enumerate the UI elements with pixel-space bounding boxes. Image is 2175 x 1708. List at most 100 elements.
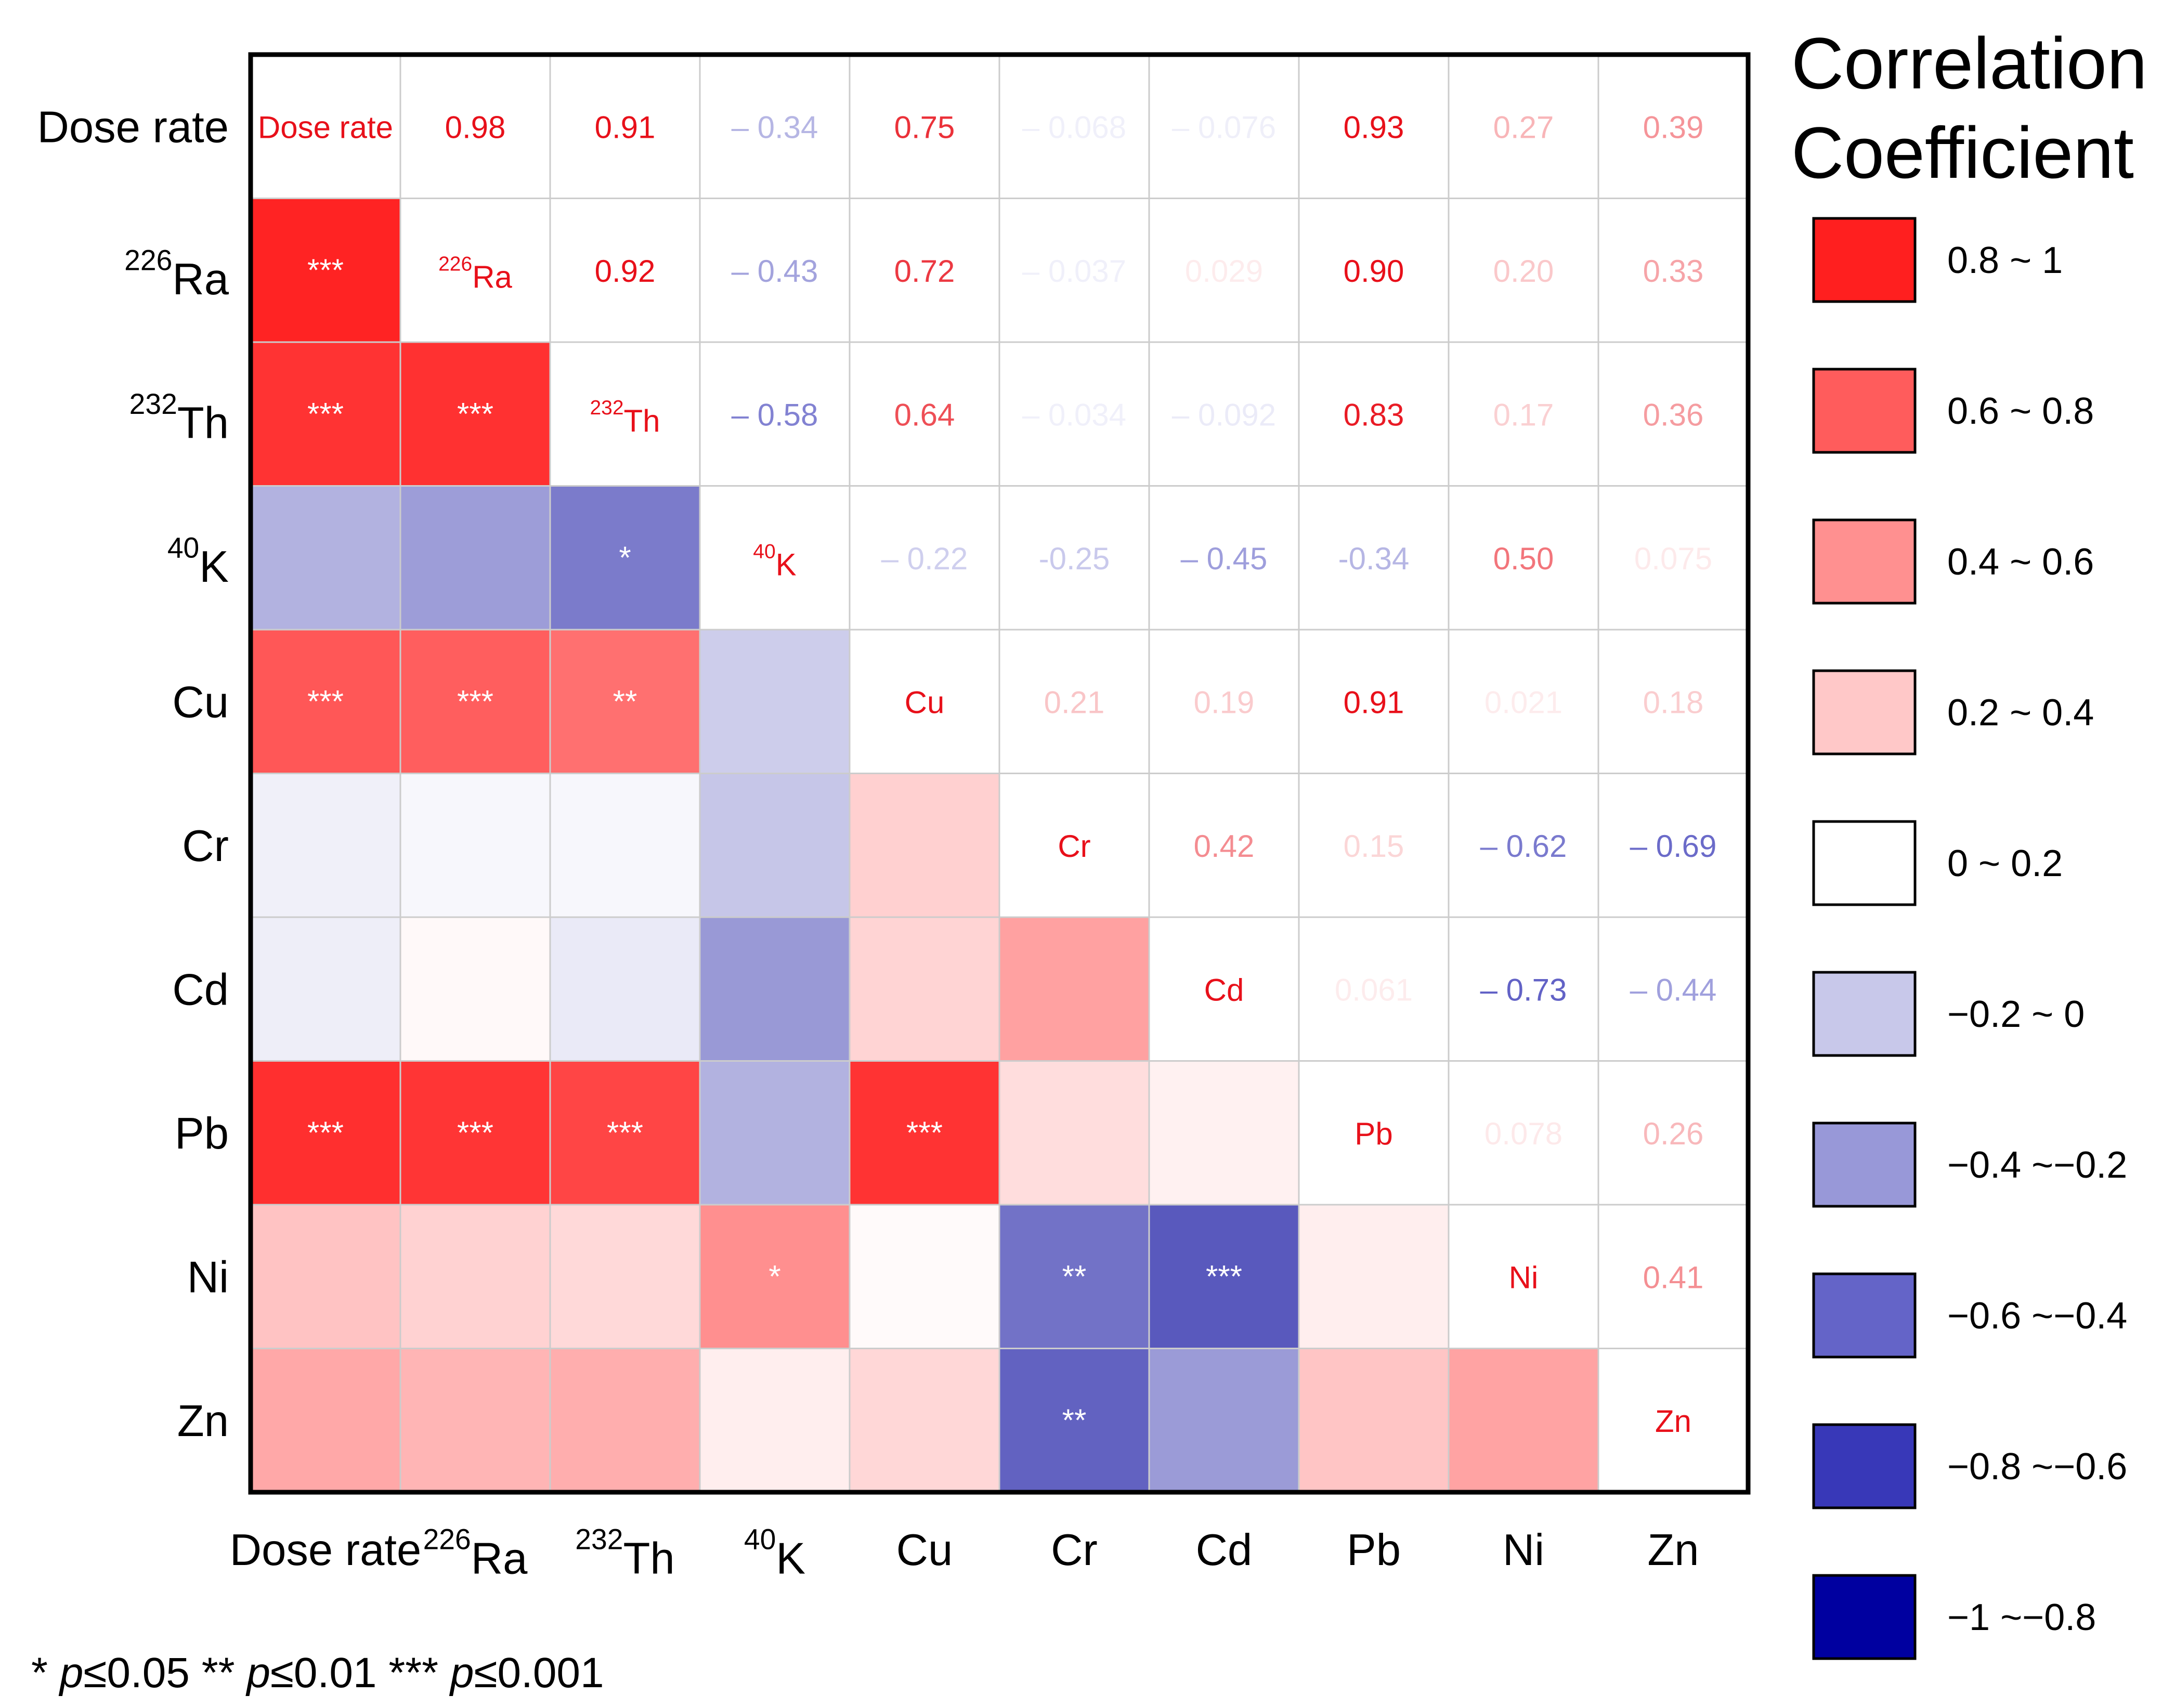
y-tick-label-superscript: 40 <box>167 531 199 564</box>
legend-swatch <box>1812 820 1917 906</box>
heatmap-cell <box>1299 1348 1449 1493</box>
coefficient-label: 0.91 <box>1344 685 1404 720</box>
significance-marker: *** <box>1206 1259 1242 1294</box>
x-tick-label: 232Th <box>575 1523 674 1584</box>
heatmap-cell <box>251 1348 401 1493</box>
heatmap-cell <box>550 630 700 774</box>
y-tick-label-superscript: 226 <box>124 244 172 276</box>
heatmap-cell <box>700 773 850 918</box>
coefficient-label: 0.64 <box>894 397 955 432</box>
coefficient-label: – 0.076 <box>1172 110 1276 145</box>
coefficient-label: 0.36 <box>1643 397 1704 432</box>
x-tick-label-superscript: 40 <box>744 1523 776 1556</box>
heatmap-cell <box>550 773 700 918</box>
coefficient-label: 0.42 <box>1194 829 1255 864</box>
diagonal-label-superscript: 232 <box>590 397 623 419</box>
coefficient-label: – 0.44 <box>1630 972 1717 1007</box>
coefficient-label: 0.021 <box>1484 685 1562 720</box>
heatmap-cell <box>1149 1205 1299 1349</box>
x-tick-label-base: Th <box>623 1534 674 1583</box>
footnote-threshold: ≤0.05 <box>83 1649 201 1697</box>
legend-title: Correlation <box>1791 22 2147 104</box>
x-tick-label: Ni <box>1503 1526 1544 1575</box>
coefficient-label: 0.39 <box>1643 110 1704 145</box>
coefficient-label: – 0.22 <box>881 541 968 576</box>
heatmap-cell <box>700 917 850 1061</box>
y-tick-label: Dose rate <box>37 102 229 152</box>
legend-label: −0.6 ~−0.4 <box>1947 1295 2127 1337</box>
heatmap-cells: Dose rate 0.98 0.91 – 0.34 0.75 – 0.068 – 0.07… <box>251 110 1717 1493</box>
coefficient-label: 0.91 <box>595 110 656 145</box>
coefficient-label: 0.72 <box>894 254 955 289</box>
heatmap-cell <box>1299 1205 1449 1349</box>
heatmap-cell <box>550 1348 700 1493</box>
heatmap-cell <box>251 198 401 343</box>
significance-marker: ** <box>1062 1403 1087 1438</box>
y-tick-label: Pb <box>175 1109 229 1158</box>
legend-swatch <box>1812 669 1917 755</box>
x-tick-label: Zn <box>1647 1526 1699 1575</box>
coefficient-label: 0.93 <box>1344 110 1404 145</box>
x-tick-label-base: K <box>776 1534 805 1583</box>
heatmap-cell <box>251 917 401 1061</box>
coefficient-label: – 0.73 <box>1480 972 1567 1007</box>
heatmap-cell <box>999 917 1150 1061</box>
y-tick-label-base: K <box>199 542 229 592</box>
heatmap-frame <box>248 52 1751 1495</box>
footnote-p: p <box>58 1649 84 1697</box>
legend-label: 0.6 ~ 0.8 <box>1947 390 2094 432</box>
heatmap-cell <box>850 1348 1000 1493</box>
heatmap-cell <box>400 342 551 486</box>
heatmap-cell <box>550 917 700 1061</box>
legend-label: −0.4 ~−0.2 <box>1947 1144 2127 1186</box>
heatmap-cell <box>700 1348 850 1493</box>
legend-swatch <box>1812 368 1917 454</box>
coefficient-label: 0.029 <box>1185 254 1263 289</box>
heatmap-cell <box>400 630 551 774</box>
diagonal-label-base: K <box>776 547 797 582</box>
coefficient-label: – 0.034 <box>1022 397 1126 432</box>
y-tick-label-superscript: 232 <box>129 388 177 420</box>
heatmap-cell <box>700 1061 850 1205</box>
diagonal-label: Dose rate <box>258 110 393 145</box>
legend-label: 0.4 ~ 0.6 <box>1947 541 2094 583</box>
coefficient-label: 0.21 <box>1044 685 1105 720</box>
coefficient-label: 0.50 <box>1493 541 1554 576</box>
diagonal-label-base: Ra <box>472 259 512 294</box>
footnote-stars: *** <box>388 1649 450 1697</box>
significance-marker: ** <box>1062 1259 1087 1294</box>
footnote-p: p <box>245 1649 270 1697</box>
coefficient-label: – 0.43 <box>732 254 818 289</box>
x-tick-label: Cd <box>1196 1526 1253 1575</box>
x-tick-label: 40K <box>744 1523 805 1584</box>
legend-swatch <box>1812 217 1917 303</box>
legend-swatch <box>1812 1423 1917 1509</box>
y-tick-label: 226Ra <box>124 244 229 304</box>
heatmap-cell <box>251 486 401 630</box>
x-tick-label: Pb <box>1347 1526 1401 1575</box>
x-tick-label: Dose rate <box>230 1526 422 1575</box>
coefficient-label: – 0.45 <box>1181 541 1268 576</box>
heatmap-cell <box>850 1205 1000 1349</box>
coefficient-label: 0.41 <box>1643 1260 1704 1295</box>
heatmap-cell <box>550 486 700 630</box>
diagonal-label: Pb <box>1355 1116 1392 1151</box>
y-tick-label: Cu <box>172 677 229 727</box>
diagonal-label-base: Th <box>624 403 660 438</box>
heatmap-cell <box>400 1061 551 1205</box>
heatmap-cell <box>251 342 401 486</box>
coefficient-label: – 0.69 <box>1630 829 1717 864</box>
heatmap-cell <box>850 917 1000 1061</box>
significance-marker: *** <box>307 684 344 719</box>
legend-label: −1 ~−0.8 <box>1947 1597 2096 1638</box>
heatmap-cell <box>550 1061 700 1205</box>
coefficient-label: – 0.58 <box>732 397 818 432</box>
heatmap-cell <box>400 773 551 918</box>
diagonal-label: Cd <box>1204 972 1244 1007</box>
heatmap-cell <box>700 630 850 774</box>
y-tick-label: Cr <box>182 822 229 871</box>
heatmap-cell <box>251 773 401 918</box>
significance-marker: *** <box>307 253 344 288</box>
coefficient-label: 0.98 <box>445 110 506 145</box>
